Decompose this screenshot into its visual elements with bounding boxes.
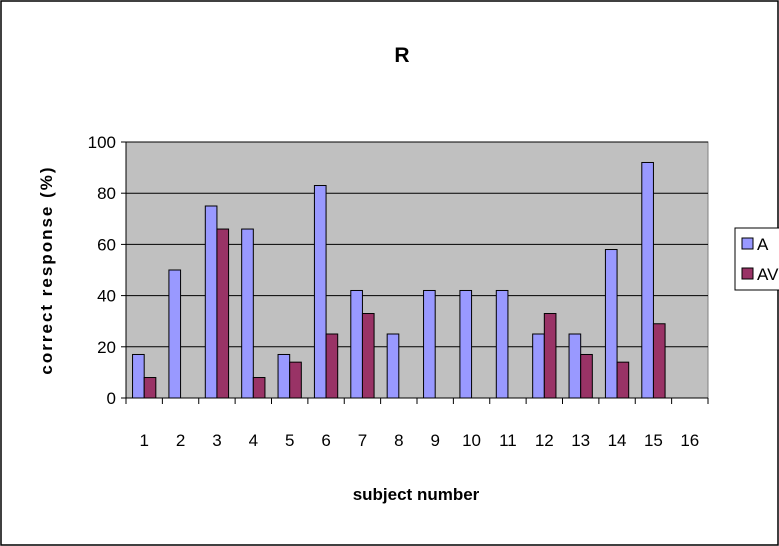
legend-label-a: A [757, 235, 769, 254]
x-tick-label: 6 [321, 431, 330, 450]
bars [132, 161, 666, 399]
bar-a-3 [204, 205, 218, 399]
y-axis-label: correct response (%) [37, 165, 56, 374]
bar-a-6 [313, 185, 327, 399]
bar-av-4 [252, 377, 266, 399]
x-ticks: 1 2 3 4 5 6 7 8 9 10 11 12 13 14 15 16 [125, 398, 709, 450]
x-tick-label: 15 [644, 431, 663, 450]
bar-av-3 [216, 228, 230, 399]
x-tick-label: 16 [680, 431, 699, 450]
bar-a-2 [168, 269, 182, 399]
legend-swatch-av [741, 267, 754, 280]
y-tick-label: 0 [107, 389, 116, 408]
bar-av-1 [143, 377, 157, 399]
bar-av-14 [616, 361, 630, 399]
x-tick-label: 8 [394, 431, 403, 450]
x-tick-label: 5 [285, 431, 294, 450]
x-tick-label: 1 [139, 431, 148, 450]
bar-av-5 [289, 361, 302, 399]
bar-a-4 [241, 228, 254, 399]
x-tick-label: 12 [535, 431, 554, 450]
x-tick-label: 7 [358, 431, 367, 450]
bar-a-5 [277, 353, 291, 399]
bar-av-15 [652, 323, 666, 399]
bar-av-12 [543, 313, 557, 399]
x-tick-label: 13 [571, 431, 590, 450]
bar-a-14 [604, 249, 618, 399]
y-tick-label: 60 [97, 235, 116, 254]
legend-label-av: AV [757, 265, 779, 284]
bar-av-7 [361, 313, 375, 399]
x-tick-label: 14 [608, 431, 627, 450]
bar-a-15 [641, 161, 654, 399]
bar-a-9 [423, 289, 436, 399]
bar-av-6 [325, 333, 339, 399]
bar-av-13 [580, 353, 593, 399]
x-tick-label: 2 [176, 431, 185, 450]
chart-title: R [394, 44, 409, 67]
x-tick-label: 3 [212, 431, 221, 450]
bar-a-13 [568, 333, 582, 399]
legend: A AV [734, 227, 779, 291]
y-tick-label: 100 [88, 133, 116, 152]
bar-a-7 [350, 289, 363, 399]
bar-a-12 [532, 333, 545, 399]
y-tick-label: 80 [97, 184, 116, 203]
x-tick-label: 9 [430, 431, 439, 450]
bar-a-8 [386, 333, 400, 399]
x-tick-label: 11 [499, 431, 517, 450]
x-tick-label: 4 [249, 431, 258, 450]
x-axis-label: subject number [353, 485, 480, 504]
bar-a-11 [495, 289, 509, 399]
y-tick-label: 20 [97, 338, 116, 357]
x-tick-label: 10 [462, 431, 481, 450]
bar-a-1 [132, 353, 145, 399]
bar-a-10 [459, 289, 473, 399]
legend-swatch-a [741, 237, 754, 250]
y-ticks: 0 20 40 60 80 100 [88, 133, 126, 408]
y-tick-label: 40 [97, 287, 116, 306]
